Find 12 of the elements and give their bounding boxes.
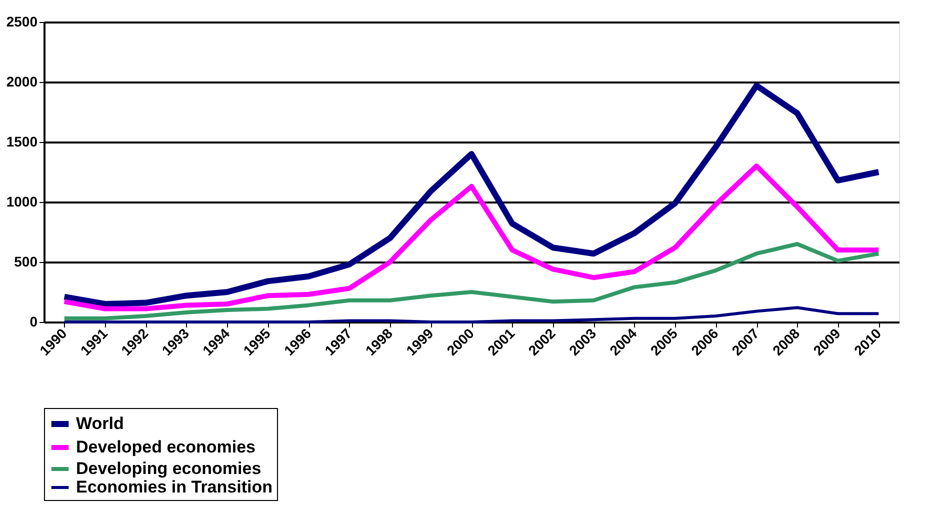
legend-label: World <box>76 414 124 433</box>
y-tick-label: 2000 <box>6 74 38 90</box>
y-tick-label: 0 <box>30 314 38 330</box>
line-series <box>62 242 881 320</box>
legend-label: Economies in Transition <box>76 478 272 496</box>
legend-label: Developing economies <box>76 459 262 478</box>
y-tick-label: 1500 <box>6 134 38 150</box>
y-tick-label: 500 <box>14 254 38 270</box>
y-tick-label: 1000 <box>6 194 38 210</box>
y-tick-label: 2500 <box>6 14 38 30</box>
legend-label: Developed economies <box>76 438 256 456</box>
line-series <box>62 306 880 324</box>
